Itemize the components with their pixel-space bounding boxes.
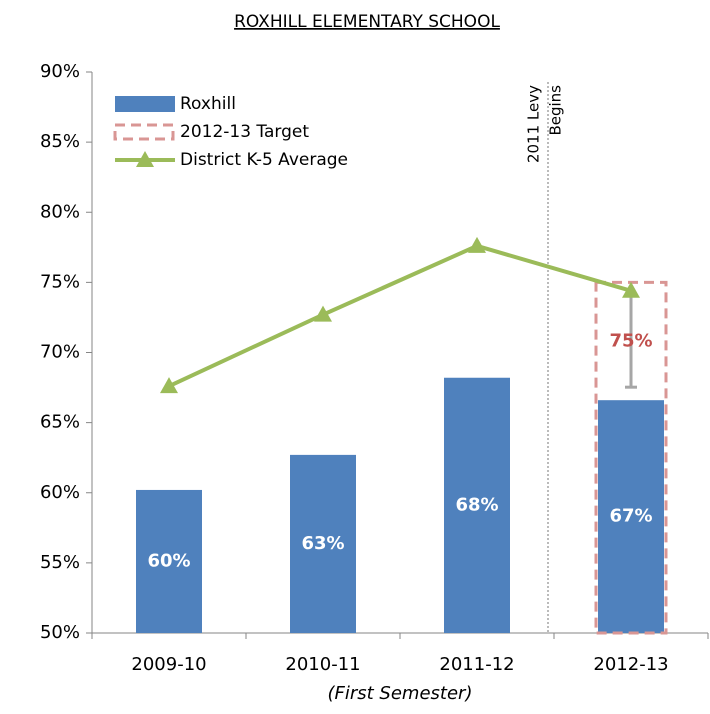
y-tick-label: 50% <box>40 622 80 643</box>
annotation: 2011 Levy <box>525 85 543 163</box>
annotation: Begins <box>547 85 565 136</box>
marker <box>160 377 178 394</box>
y-tick-label: 75% <box>40 271 80 292</box>
legend-label: Roxhill <box>180 94 236 114</box>
x-tick-label: 2011-12 <box>439 654 514 675</box>
bar <box>136 489 202 633</box>
bar <box>598 400 664 633</box>
line <box>168 243 632 388</box>
y-tick-label: 85% <box>40 131 80 152</box>
y-tick-label: 70% <box>40 342 80 363</box>
marker <box>622 281 640 298</box>
bar-label: 68% <box>455 494 498 515</box>
y-tick-label: 55% <box>40 552 80 573</box>
target-label: 75% <box>609 330 652 351</box>
x-tick-label: 2010-11 <box>285 654 360 675</box>
bar-label: 67% <box>609 506 652 527</box>
legend-label: 2012-13 Target <box>180 122 309 142</box>
y-tick-label: 65% <box>40 412 80 433</box>
x-axis-label: (First Semester) <box>328 683 473 704</box>
x-tick-label: 2012-13 <box>593 654 668 675</box>
bar <box>290 454 356 633</box>
legend-marker <box>136 151 154 167</box>
legend-swatch <box>113 123 175 141</box>
y-tick-label: 90% <box>40 61 80 82</box>
y-tick-label: 60% <box>40 482 80 503</box>
chart-title: ROXHILL ELEMENTARY SCHOOL <box>234 12 500 32</box>
marker <box>468 236 486 253</box>
y-tick-label: 80% <box>40 201 80 222</box>
legend-label: District K-5 Average <box>180 150 348 170</box>
marker <box>314 305 332 322</box>
legend-swatch <box>115 96 175 112</box>
bar-label: 63% <box>301 533 344 554</box>
bar-label: 60% <box>147 550 190 571</box>
bar <box>444 377 510 633</box>
x-tick-label: 2009-10 <box>131 654 206 675</box>
